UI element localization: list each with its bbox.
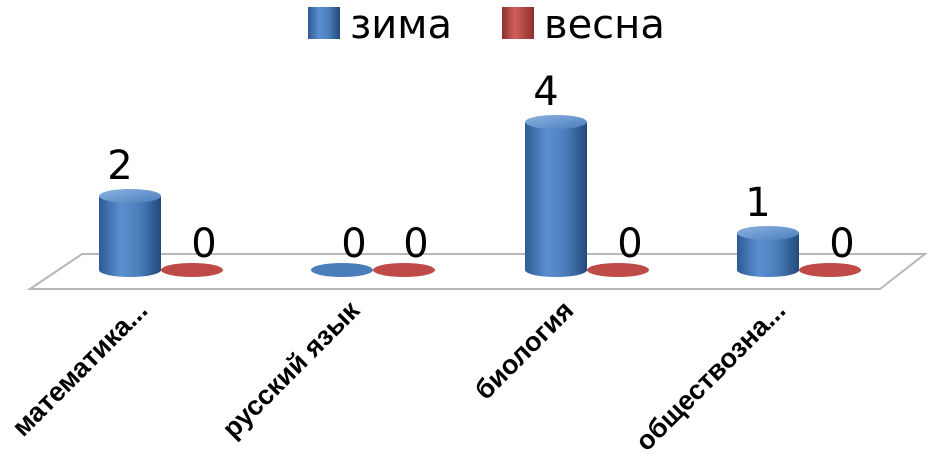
bar-весна-0 <box>161 263 223 277</box>
data-label-зима-3: 1 <box>745 180 770 226</box>
data-label-зима-2: 4 <box>533 69 558 115</box>
bar-зима-2 <box>525 115 587 277</box>
bar-зима-3 <box>737 226 799 277</box>
bar-flat <box>311 263 373 277</box>
bar-body <box>737 233 799 277</box>
bar-body <box>99 196 161 277</box>
legend-label-vesna: весна <box>544 2 665 48</box>
data-label-весна-0: 0 <box>191 221 216 267</box>
category-labels-group: математика... русский язык биология обществ… <box>6 295 791 457</box>
legend-label-zima: зима <box>350 2 452 48</box>
bar-flat <box>799 263 861 277</box>
bar-top <box>99 189 161 203</box>
legend: зима весна <box>308 2 665 48</box>
category-label-1: русский язык <box>216 295 365 444</box>
category-label-0: математика... <box>6 295 153 442</box>
bar-flat <box>161 263 223 277</box>
data-label-зима-0: 2 <box>107 143 132 189</box>
category-label-3: обществозна... <box>630 295 792 457</box>
data-label-весна-2: 0 <box>617 221 642 267</box>
bar-flat <box>373 263 435 277</box>
category-label-2: биология <box>469 295 579 405</box>
bar-весна-3 <box>799 263 861 277</box>
bars-group <box>99 115 861 277</box>
bar-весна-2 <box>587 263 649 277</box>
bar-зима-0 <box>99 189 161 277</box>
data-label-зима-1: 0 <box>341 221 366 267</box>
bar-top <box>737 226 799 240</box>
legend-swatch-vesna <box>502 7 534 39</box>
bar-top <box>525 115 587 129</box>
data-label-весна-1: 0 <box>403 221 428 267</box>
chart-floor <box>26 253 928 290</box>
legend-swatch-zima <box>308 7 340 39</box>
data-label-весна-3: 0 <box>829 221 854 267</box>
bar-зима-1 <box>311 263 373 277</box>
bar-весна-1 <box>373 263 435 277</box>
bar-flat <box>587 263 649 277</box>
bar-body <box>525 122 587 277</box>
